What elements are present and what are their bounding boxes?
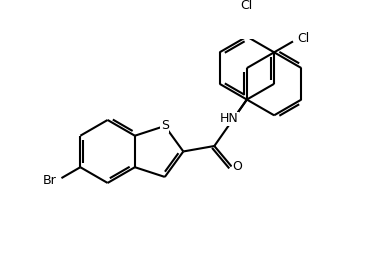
Text: Cl: Cl: [297, 32, 309, 45]
Text: S: S: [161, 120, 169, 133]
Text: O: O: [233, 160, 243, 173]
Text: Br: Br: [43, 174, 57, 187]
Text: Cl: Cl: [241, 0, 253, 12]
Text: HN: HN: [220, 112, 238, 125]
